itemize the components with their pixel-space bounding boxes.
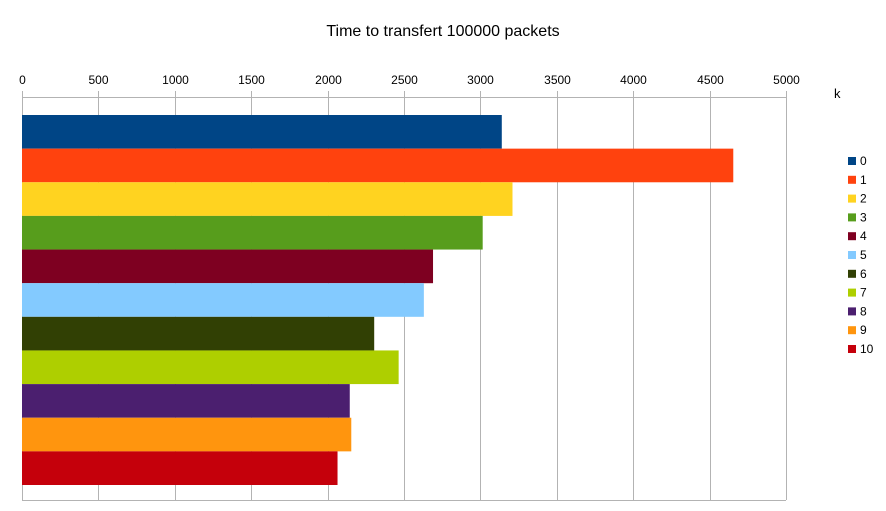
x-tick-label-1500: 1500 bbox=[238, 73, 265, 87]
legend-label-8: 8 bbox=[860, 304, 867, 318]
legend-swatch-3 bbox=[848, 213, 856, 222]
bar-k-0 bbox=[22, 115, 502, 149]
legend-label-7: 7 bbox=[860, 286, 867, 300]
legend-label-6: 6 bbox=[860, 267, 867, 281]
bar-k-5 bbox=[22, 283, 424, 317]
x-tick-label-5000: 5000 bbox=[773, 73, 800, 87]
x-axis-tick-labels: 0 500 1000 1500 2000 2500 3000 3500 4000 4500 5000 bbox=[19, 73, 800, 87]
legend-title: k bbox=[834, 86, 841, 101]
legend-label-0: 0 bbox=[860, 154, 867, 168]
x-tick-label-4000: 4000 bbox=[620, 73, 647, 87]
x-tick-label-2500: 2500 bbox=[391, 73, 418, 87]
x-tick-label-3000: 3000 bbox=[467, 73, 494, 87]
legend: 0 1 2 3 4 5 6 7 8 9 10 bbox=[848, 154, 874, 356]
legend-swatch-5 bbox=[848, 251, 856, 259]
legend-swatch-10 bbox=[848, 345, 856, 353]
bar-k-7 bbox=[22, 350, 399, 385]
legend-swatch-1 bbox=[848, 175, 856, 184]
x-tick-label-0: 0 bbox=[19, 73, 26, 87]
bar-k-8 bbox=[22, 384, 350, 418]
legend-swatch-2 bbox=[848, 194, 856, 203]
legend-label-2: 2 bbox=[860, 192, 867, 206]
bars bbox=[22, 115, 734, 485]
x-tick-label-3500: 3500 bbox=[544, 73, 571, 87]
x-tick-label-2000: 2000 bbox=[315, 73, 342, 87]
legend-label-9: 9 bbox=[860, 323, 867, 337]
legend-swatch-4 bbox=[848, 232, 856, 241]
bar-k-2 bbox=[22, 182, 513, 216]
legend-label-4: 4 bbox=[860, 229, 867, 243]
legend-swatch-8 bbox=[848, 307, 856, 316]
chart-title: Time to transfert 100000 packets bbox=[326, 23, 559, 40]
legend-swatch-6 bbox=[848, 269, 856, 278]
legend-label-5: 5 bbox=[860, 248, 867, 262]
x-tick-label-500: 500 bbox=[88, 73, 108, 87]
legend-label-3: 3 bbox=[860, 210, 867, 224]
bar-k-6 bbox=[22, 316, 375, 351]
legend-swatch-7 bbox=[848, 288, 856, 297]
x-tick-label-1000: 1000 bbox=[162, 73, 189, 87]
bar-k-1 bbox=[22, 148, 734, 183]
bar-k-9 bbox=[22, 417, 352, 452]
legend-swatch-0 bbox=[848, 157, 856, 165]
bar-k-3 bbox=[22, 215, 483, 250]
bar-k-10 bbox=[22, 451, 338, 485]
bar-k-4 bbox=[22, 249, 434, 284]
legend-label-1: 1 bbox=[860, 173, 867, 187]
legend-label-10: 10 bbox=[860, 342, 874, 356]
x-tick-label-4500: 4500 bbox=[697, 73, 724, 87]
legend-swatch-9 bbox=[848, 326, 856, 335]
